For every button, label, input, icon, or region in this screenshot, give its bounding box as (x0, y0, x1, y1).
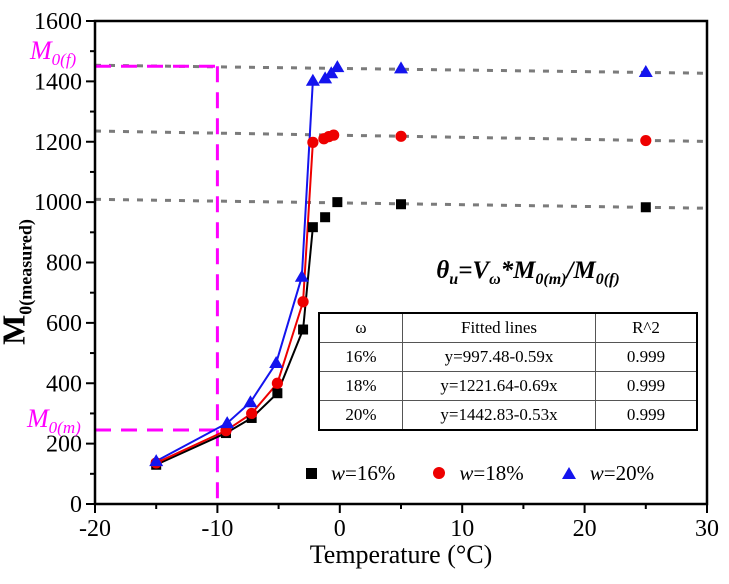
data-point-w16 (272, 388, 283, 399)
x-tick-label: -10 (201, 516, 233, 542)
x-tick-label: 30 (695, 516, 719, 542)
table-header-fitted-lines: Fitted lines (402, 312, 596, 343)
equation-annotation: θu=Vω*M0(m)/M0(f) (388, 256, 668, 289)
x-tick-label: 0 (334, 516, 346, 542)
series-line-w20 (155, 80, 314, 463)
data-point-w20 (149, 454, 164, 467)
data-point-w20 (638, 65, 653, 78)
data-point-w20 (330, 60, 345, 73)
y-tick-label: 200 (46, 432, 82, 458)
equation-theta: θ (436, 257, 450, 284)
legend-label-w20: w=20% (590, 461, 654, 486)
equation-sub-omega: ω (489, 271, 501, 288)
y-tick-label: 400 (46, 371, 82, 397)
y-axis-title: M0(measured) (0, 219, 37, 345)
y-tick-label: 0 (70, 492, 82, 518)
y-axis-title-sub: 0(measured) (15, 219, 36, 315)
data-point-w18 (271, 377, 283, 389)
x-tick-label: 10 (450, 516, 474, 542)
legend-var-w16: w (331, 460, 346, 485)
data-point-w20 (324, 66, 339, 79)
data-point-w20 (294, 269, 309, 282)
fitted-line-w16 (94, 197, 708, 210)
square-marker-icon (306, 467, 317, 479)
data-point-w16 (396, 199, 406, 210)
equation-sub-u: u (449, 271, 459, 288)
y-tick-label: 1200 (34, 130, 82, 156)
legend-item-w18: w=18% (433, 461, 524, 486)
table-cell-omega-16: 16% (318, 342, 403, 372)
y-tick-label: 800 (46, 251, 82, 277)
fitted-line-w18 (94, 129, 708, 143)
triangle-marker-icon (561, 467, 576, 479)
legend-label-w18: w=18% (459, 461, 523, 486)
table-header-omega: ω (318, 312, 403, 343)
equation-m0f: /M (566, 257, 596, 284)
y-tick-label: 600 (46, 311, 82, 337)
table-cell-fit-18: y=1221.64-0.69x (402, 371, 596, 401)
equation-sub-0f: 0(f) (595, 271, 620, 288)
table-cell-omega-18: 18% (318, 371, 403, 401)
table-cell-fit-20: y=1442.83-0.53x (402, 400, 596, 431)
m0m-label-sub: 0(m) (48, 418, 81, 438)
series-line-w16 (155, 227, 314, 466)
x-tick-label: 20 (573, 516, 597, 542)
legend-rest-w16: =16% (345, 460, 396, 485)
data-point-w18 (395, 130, 407, 142)
table-row: 20% y=1442.83-0.53x 0.999 (318, 400, 698, 431)
x-tick-label: -20 (79, 516, 111, 542)
data-point-w20 (243, 395, 258, 408)
table-header-row: ω Fitted lines R^2 (318, 312, 698, 343)
table-cell-fit-16: y=997.48-0.59x (402, 342, 596, 372)
data-point-w18 (328, 129, 340, 141)
data-point-w20 (269, 356, 284, 369)
x-axis-title: Temperature (°C) (309, 540, 493, 569)
data-point-w20 (220, 416, 235, 429)
equation-sub-0m: 0(m) (535, 271, 567, 288)
table-cell-r2-20: 0.999 (595, 400, 698, 431)
data-point-w20 (394, 61, 408, 74)
data-point-w18 (297, 296, 309, 308)
table-header-r2: R^2 (595, 312, 698, 343)
y-axis-title-main: M (0, 315, 31, 345)
table-row: 16% y=997.48-0.59x 0.999 (318, 342, 698, 372)
y-tick-label: 1600 (34, 9, 82, 35)
equation-m0m: *M (500, 257, 536, 284)
table-cell-r2-18: 0.999 (595, 371, 698, 401)
legend-rest-w18: =18% (473, 460, 524, 485)
y-tick-label: 1400 (34, 69, 82, 95)
m0f-label: M0(f) (30, 36, 77, 70)
fitted-lines-table: ω Fitted lines R^2 16% y=997.48-0.59x 0.… (318, 312, 698, 431)
circle-marker-icon (433, 467, 446, 479)
legend-label-w16: w=16% (331, 461, 395, 486)
series-line-w18 (155, 142, 314, 464)
legend-var-w18: w (459, 460, 474, 485)
data-point-w16 (320, 212, 331, 223)
table-cell-r2-16: 0.999 (595, 342, 698, 372)
table-cell-omega-20: 20% (318, 400, 403, 431)
data-point-w16 (332, 197, 343, 208)
data-point-w18 (246, 407, 258, 420)
data-point-w16 (640, 202, 651, 213)
table-row: 18% y=1221.64-0.69x 0.999 (318, 371, 698, 401)
legend-item-w16: w=16% (306, 461, 395, 486)
data-point-w16 (298, 324, 309, 335)
m0f-label-sub: 0(f) (51, 50, 77, 70)
m0m-label-main: M (27, 404, 49, 433)
data-point-w16 (307, 222, 318, 233)
legend-rest-w20: =20% (603, 460, 655, 485)
data-point-w20 (305, 73, 320, 86)
equation-v: =V (458, 257, 490, 284)
legend: w=16% w=18% w=20% (306, 458, 654, 488)
data-point-w18 (307, 136, 319, 148)
m0m-label: M0(m) (27, 404, 81, 438)
y-tick-label: 1000 (34, 190, 82, 216)
m0f-label-main: M (30, 36, 52, 65)
legend-var-w20: w (589, 460, 604, 485)
data-point-w18 (640, 134, 652, 147)
legend-item-w20: w=20% (561, 461, 654, 486)
fitted-line-w20 (94, 63, 708, 75)
